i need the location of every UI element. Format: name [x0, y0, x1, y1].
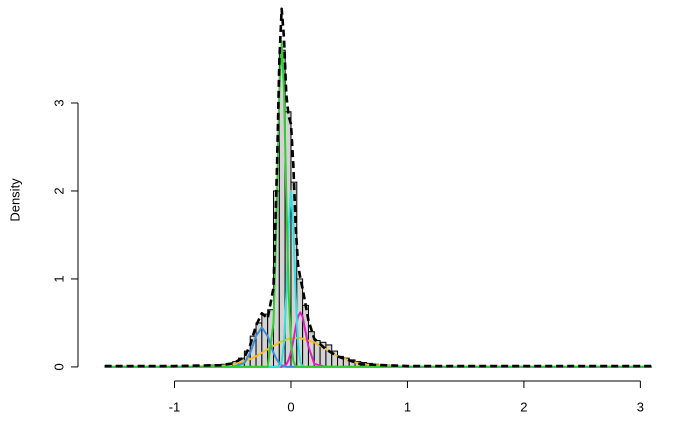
density-line [104, 7, 653, 368]
bar [325, 344, 333, 368]
y-tick-label: 3 [51, 99, 66, 106]
y-tick-label: 0 [51, 363, 66, 370]
density-line [104, 40, 653, 368]
y-axis-label: Density [7, 178, 22, 222]
x-tick-label: 0 [287, 399, 294, 414]
y-tick-label: 1 [51, 275, 66, 282]
x-tick-label: 1 [404, 399, 411, 414]
bar [261, 313, 269, 368]
x-tick-label: 3 [637, 399, 644, 414]
density-line [104, 326, 653, 368]
density-line [104, 311, 653, 368]
x-tick-label: 2 [520, 399, 527, 414]
density-line [104, 336, 653, 368]
x-tick-label: -1 [169, 399, 181, 414]
density-line [104, 189, 653, 368]
y-tick-label: 2 [51, 187, 66, 194]
